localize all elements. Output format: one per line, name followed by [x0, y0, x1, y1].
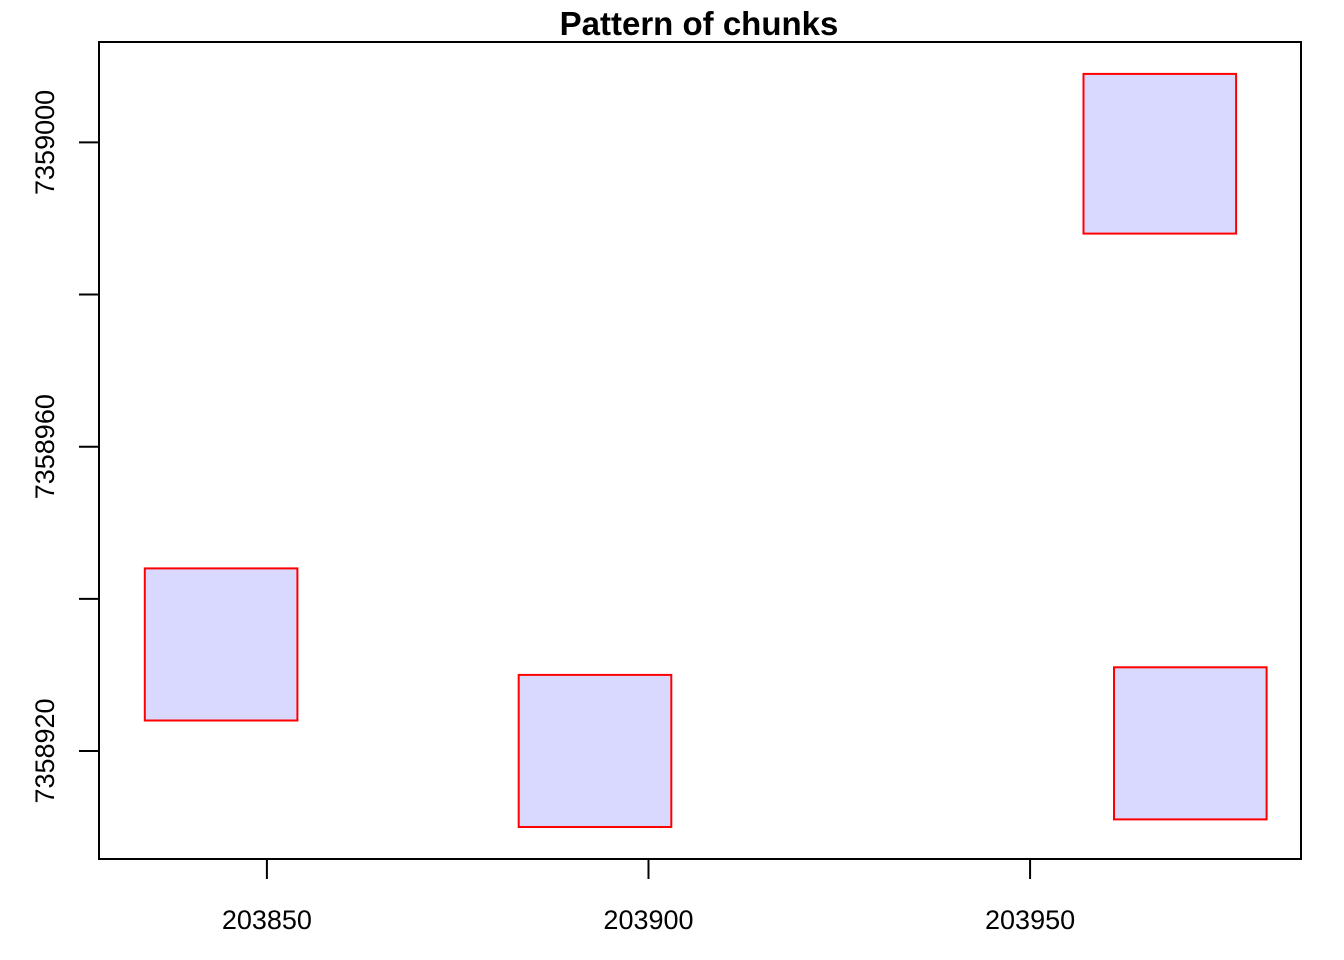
y-tick-label-5: 7359000: [30, 90, 60, 195]
y-tick-label-3: 7358960: [30, 394, 60, 499]
chunk-rect-4: [1113, 666, 1268, 821]
y-axis: 7358920 7358960 7359000: [30, 90, 100, 804]
y-tick-label-1: 7358920: [30, 698, 60, 803]
x-tick-label-3: 203950: [985, 905, 1075, 935]
chart-title: Pattern of chunks: [560, 5, 839, 42]
chunk-rect-1: [143, 567, 299, 722]
x-tick-label-2: 203900: [603, 905, 693, 935]
x-axis: 203850 203900 203950: [222, 858, 1075, 935]
x-tick-label-1: 203850: [222, 905, 312, 935]
chunk-rect-3: [1082, 72, 1238, 235]
chunks-layer: [143, 72, 1268, 829]
chunk-rect-2: [517, 673, 673, 829]
